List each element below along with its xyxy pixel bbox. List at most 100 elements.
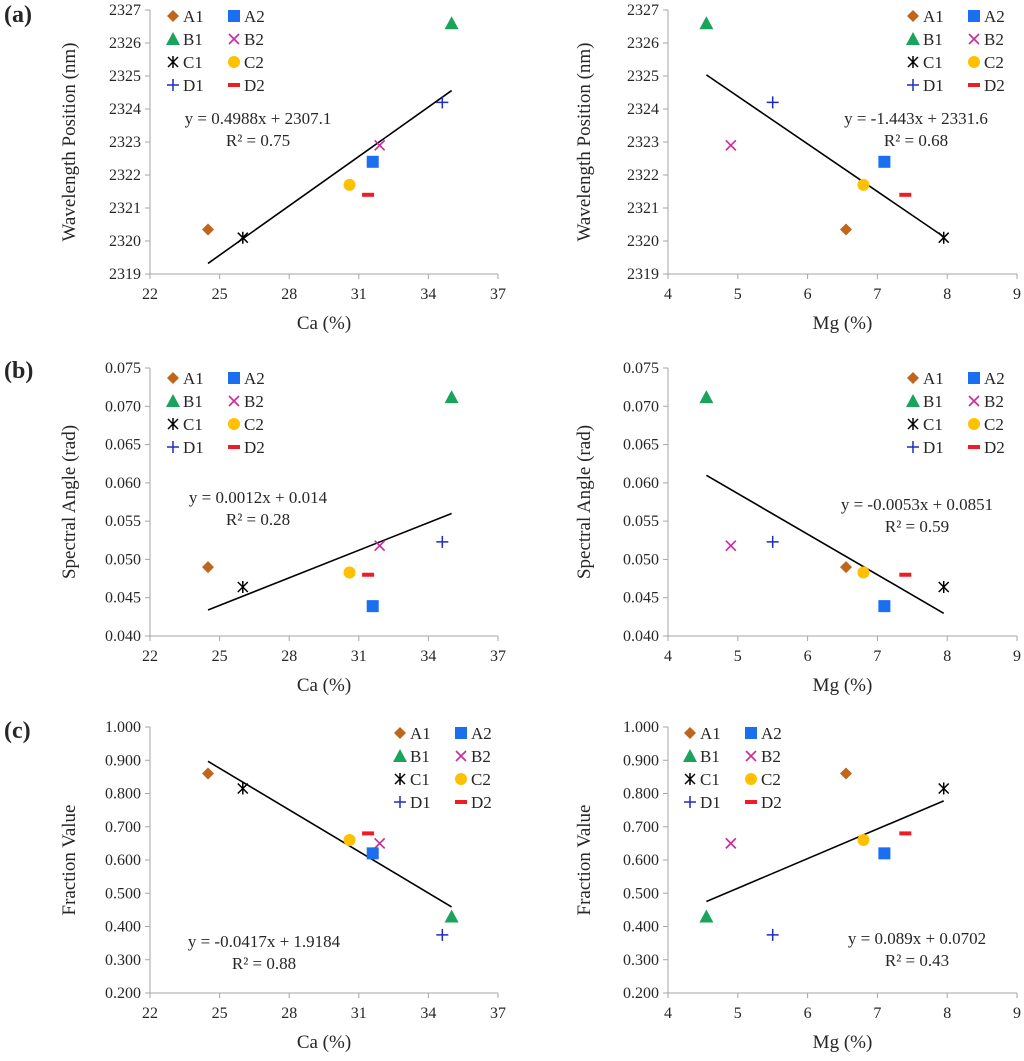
data-point-a2	[878, 155, 891, 168]
y-tick-label: 0.200	[105, 985, 141, 1002]
r-squared-label: R² = 0.43	[885, 951, 949, 970]
legend-label-d1: D1	[923, 76, 944, 95]
x-axis-label: Ca (%)	[297, 1032, 351, 1053]
data-point-d2	[362, 192, 375, 197]
legend-marker-a1	[684, 727, 696, 739]
y-tick-label: 0.500	[623, 885, 659, 902]
legend-marker-b1	[166, 394, 180, 407]
legend-label-a1: A1	[923, 7, 944, 26]
y-tick-label: 0.040	[105, 628, 141, 645]
legend: A1 A2 B1 B2 C1 C2 D1 D2	[906, 369, 1005, 457]
data-point-d1	[766, 535, 779, 548]
y-tick-label: 0.050	[105, 551, 141, 568]
y-tick-label: 0.075	[623, 360, 659, 377]
legend-marker-b2	[745, 750, 757, 762]
x-tick-label: 6	[804, 1005, 812, 1022]
x-axis-label: Mg (%)	[813, 1032, 873, 1053]
y-tick-label: 0.075	[105, 360, 141, 377]
data-point-b2	[374, 540, 386, 552]
data-point-a2	[366, 847, 379, 860]
legend: A1 A2 B1 B2 C1 C2 D1 D2	[393, 724, 492, 812]
legend-label-a2: A2	[244, 369, 265, 388]
legend-marker-c2	[968, 418, 980, 430]
trendline	[706, 800, 945, 903]
legend-marker-d1	[394, 796, 406, 808]
legend-label-a1: A1	[183, 7, 204, 26]
y-axis-label: Wavelength Position (nm)	[574, 43, 595, 242]
legend-label-d1: D1	[923, 438, 944, 457]
data-point-a2	[366, 600, 379, 613]
x-tick-label: 25	[212, 648, 228, 665]
legend-label-a1: A1	[700, 724, 721, 743]
legend-label-c2: C2	[984, 415, 1004, 434]
trendline	[207, 512, 452, 611]
legend-label-d1: D1	[410, 793, 431, 812]
y-tick-label: 2324	[627, 101, 659, 118]
y-tick-label: 0.800	[623, 786, 659, 803]
x-tick-label: 8	[943, 1005, 951, 1022]
x-tick-label: 37	[490, 286, 506, 303]
y-tick-label: 0.065	[623, 437, 659, 454]
y-tick-label: 0.300	[105, 952, 141, 969]
trendline-equation: y = 0.0012x + 0.014	[189, 488, 328, 507]
legend-marker-d1	[907, 79, 919, 91]
legend-marker-a2	[228, 10, 240, 22]
data-point-c1	[237, 782, 249, 795]
data-point-d1	[436, 928, 449, 941]
trendline	[705, 74, 945, 238]
y-tick-label: 0.040	[623, 628, 659, 645]
y-tick-label: 0.900	[623, 752, 659, 769]
legend: A1 A2 B1 B2 C1 C2 D1 D2	[906, 7, 1005, 95]
legend-label-c2: C2	[244, 53, 264, 72]
data-point-a2	[366, 155, 379, 168]
y-axis-label: Fraction Value	[574, 805, 595, 916]
data-point-a1	[839, 223, 852, 236]
legend-label-c2: C2	[244, 415, 264, 434]
legend-marker-b2	[228, 395, 240, 407]
data-point-c1	[938, 782, 950, 795]
data-point-c2	[343, 178, 356, 191]
legend-label-a2: A2	[984, 7, 1005, 26]
legend-marker-c2	[745, 773, 757, 785]
x-tick-label: 34	[420, 286, 436, 303]
legend-label-a2: A2	[984, 369, 1005, 388]
x-tick-label: 5	[734, 1005, 742, 1022]
y-axis-label: Spectral Angle (rad)	[59, 425, 80, 579]
legend-label-a2: A2	[471, 724, 492, 743]
y-tick-label: 0.070	[105, 398, 141, 415]
y-tick-label: 0.600	[105, 852, 141, 869]
legend-marker-d1	[684, 796, 696, 808]
x-tick-label: 28	[281, 286, 297, 303]
legend-marker-a1	[907, 10, 919, 22]
legend-label-b2: B2	[761, 747, 781, 766]
data-point-d1	[766, 928, 779, 941]
legend: A1 A2 B1 B2 C1 C2 D1 D2	[683, 724, 782, 812]
data-point-a1	[202, 767, 214, 780]
y-tick-label: 0.400	[105, 919, 141, 936]
legend-label-d2: D2	[984, 438, 1005, 457]
legend: A1 A2 B1 B2 C1 C2 D1 D2	[166, 7, 265, 95]
x-tick-label: 4	[664, 286, 672, 303]
legend-marker-d2	[968, 83, 980, 87]
x-tick-label: 4	[664, 1005, 672, 1022]
legend-marker-c1	[167, 56, 179, 68]
y-tick-label: 1.000	[105, 719, 141, 736]
chart-panel-1: 2319 2320 2321 2322 2323 2324 2325 2326 2327 22 25…	[4, 2, 506, 334]
data-point-b2	[725, 540, 737, 552]
data-point-b2	[725, 837, 737, 849]
x-tick-label: 22	[142, 1005, 158, 1022]
y-tick-label: 2325	[109, 68, 141, 85]
legend-marker-b1	[683, 749, 697, 762]
legend-marker-b2	[228, 33, 240, 45]
y-tick-label: 2319	[627, 266, 659, 283]
legend-marker-c1	[167, 418, 179, 430]
y-tick-label: 0.050	[623, 551, 659, 568]
legend-label-c1: C1	[410, 770, 430, 789]
legend-marker-b1	[906, 32, 920, 45]
legend-marker-c1	[907, 56, 919, 68]
data-point-c1	[237, 231, 249, 244]
legend-label-b1: B1	[700, 747, 720, 766]
x-tick-label: 31	[351, 648, 367, 665]
y-tick-label: 0.060	[105, 475, 141, 492]
